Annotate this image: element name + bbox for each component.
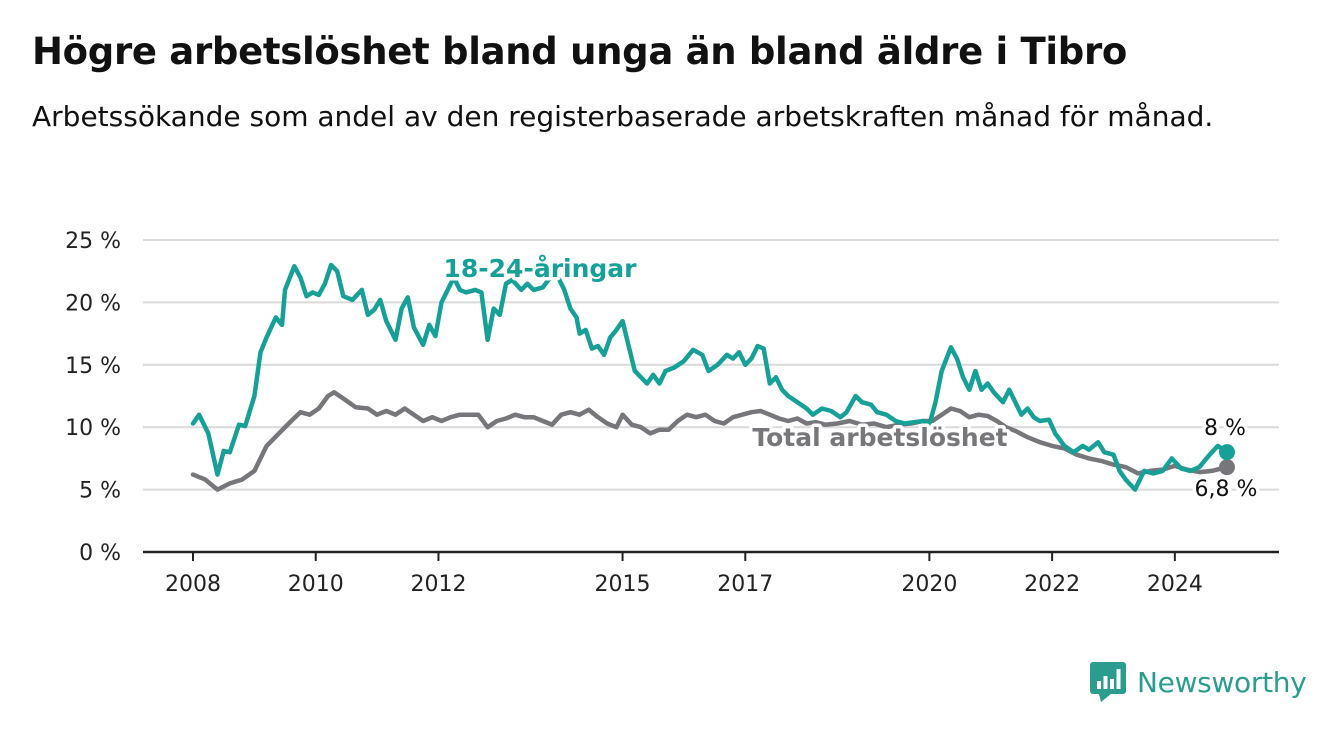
y-tick-label: 15 % (65, 354, 121, 379)
series-youth (190, 262, 1235, 492)
x-tick-label: 2020 (901, 572, 957, 597)
y-tick-label: 10 % (65, 416, 121, 441)
annotations: 18-24-åringar Total arbetslöshet 8 % 6,8 % (440, 251, 1261, 506)
total-line (190, 390, 1230, 492)
grid-lines (143, 239, 1279, 491)
chart-title: Högre arbetslöshet bland unga än bland ä… (32, 30, 1128, 73)
y-tick-label: 0 % (79, 541, 121, 566)
y-axis-labels: 0 % 5 % 10 % 15 % 20 % 25 % (65, 229, 121, 566)
youth-line (190, 262, 1230, 492)
series-label-youth: 18-24-åringar (444, 254, 638, 283)
y-tick-label: 25 % (65, 229, 121, 254)
series-total (190, 390, 1235, 492)
total-end-point (1219, 459, 1235, 476)
x-tick-label: 2015 (595, 572, 651, 597)
x-tick-label: 2022 (1024, 572, 1080, 597)
x-tick-label: 2008 (165, 572, 221, 597)
newsworthy-brand: Newsworthy (1089, 660, 1307, 704)
newsworthy-logo-icon (1090, 662, 1126, 702)
y-tick-label: 20 % (65, 291, 121, 316)
chart-subtitle: Arbetssökande som andel av den registerb… (32, 100, 1214, 133)
x-tick-label: 2024 (1147, 572, 1203, 597)
x-tick-label: 2010 (288, 572, 344, 597)
end-label-youth: 8 % (1204, 416, 1246, 441)
x-tick-label: 2017 (717, 572, 773, 597)
youth-end-point (1219, 444, 1235, 461)
series-label-total: Total arbetslöshet (752, 423, 1007, 452)
newsworthy-wordmark: Newsworthy (1137, 665, 1307, 699)
x-axis: 2008 2010 2012 2015 2017 2020 2022 2024 (143, 550, 1279, 597)
end-label-total: 6,8 % (1195, 477, 1258, 502)
y-tick-label: 5 % (79, 479, 121, 504)
x-tick-label: 2012 (410, 572, 466, 597)
